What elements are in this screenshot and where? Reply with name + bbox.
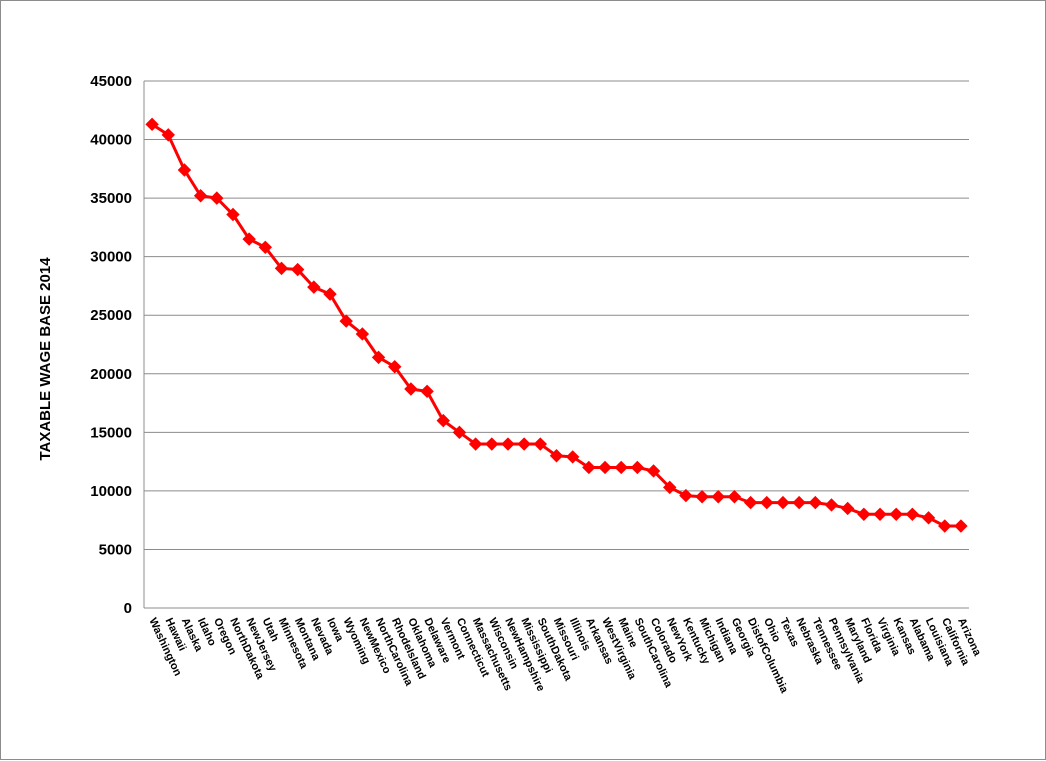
data-point-Mississippi: [517, 437, 531, 451]
y-tick-label: 0: [124, 600, 132, 617]
data-point-Louisiana: [921, 511, 936, 525]
y-tick-label: 20000: [90, 366, 132, 383]
series-line: [151, 123, 961, 528]
data-point-Florida: [857, 507, 871, 522]
data-point-Washington: [145, 117, 159, 132]
data-point-SouthCarolina: [630, 460, 645, 475]
data-point-Montana: [290, 262, 305, 277]
y-axis-title: TAXABLE WAGE BASE 2014: [37, 257, 54, 461]
gridlines: [144, 80, 969, 550]
data-point-Texas: [776, 495, 790, 510]
data-point-Hawaii: [161, 128, 175, 142]
data-point-Arkansas: [582, 460, 596, 475]
data-point-NewJersey: [242, 232, 256, 246]
x-tick-labels: WashingtonHawaiiAlaskaIdahoOregonNorthDa…: [146, 616, 983, 696]
data-point-Utah: [258, 240, 273, 255]
data-point-DistofColumbia: [743, 495, 758, 510]
data-point-Idaho: [193, 189, 208, 203]
y-tick-label: 30000: [90, 249, 132, 266]
data-point-Connecticut: [452, 425, 467, 440]
data-point-Iowa: [323, 287, 337, 301]
data-point-Tennessee: [808, 495, 823, 510]
y-tick-label: 40000: [90, 132, 132, 149]
data-point-Georgia: [727, 490, 742, 504]
data-point-Oklahoma: [404, 382, 418, 396]
data-point-NewHampshire: [501, 437, 515, 451]
data-point-Nebraska: [792, 495, 806, 510]
data-point-California: [938, 519, 952, 533]
data-point-Kentucky: [679, 488, 693, 503]
data-point-Arizona: [954, 519, 968, 533]
data-point-NorthDakota: [226, 207, 240, 222]
data-point-Oregon: [210, 191, 224, 205]
data-point-NewYork: [663, 480, 677, 495]
data-point-Virginia: [873, 507, 887, 522]
data-point-NewMexico: [355, 327, 370, 341]
data-point-Ohio: [760, 495, 774, 510]
data-point-Vermont: [436, 413, 450, 428]
data-point-Missouri: [549, 449, 564, 463]
y-tick-label: 15000: [90, 424, 132, 441]
data-point-Illinois: [565, 450, 580, 464]
y-tick-label: 45000: [90, 73, 132, 90]
data-point-Kansas: [889, 507, 903, 522]
y-tick-label: 35000: [90, 190, 132, 207]
data-point-Alaska: [177, 163, 192, 177]
data-point-Nevada: [307, 280, 321, 294]
data-point-RhodeIsland: [388, 360, 402, 374]
y-tick-label: 10000: [90, 483, 132, 500]
data-point-Indiana: [711, 490, 725, 504]
data-point-Wisconsin: [485, 437, 499, 451]
data-point-Maine: [614, 460, 628, 475]
data-point-NorthCarolina: [371, 350, 386, 365]
y-tick-label: 5000: [99, 541, 132, 558]
data-point-Maryland: [840, 501, 855, 516]
data-point-Wyoming: [339, 314, 353, 328]
data-point-WestVirginia: [598, 460, 612, 475]
data-point-Michigan: [695, 490, 709, 504]
axes: [143, 81, 969, 609]
y-tick-label: 25000: [90, 307, 132, 324]
data-point-Colorado: [646, 464, 661, 478]
data-point-Alabama: [905, 507, 920, 522]
data-point-Delaware: [420, 384, 434, 399]
data-point-Pennsylvania: [824, 498, 839, 512]
data-point-Minnesota: [274, 261, 289, 276]
data-point-SouthDakota: [533, 437, 548, 451]
series: [145, 117, 968, 533]
y-tick-labels: 0 5000 10000 15000 20000 25000 30000 35000 40000…: [90, 73, 132, 617]
data-point-Massachusetts: [468, 437, 483, 451]
